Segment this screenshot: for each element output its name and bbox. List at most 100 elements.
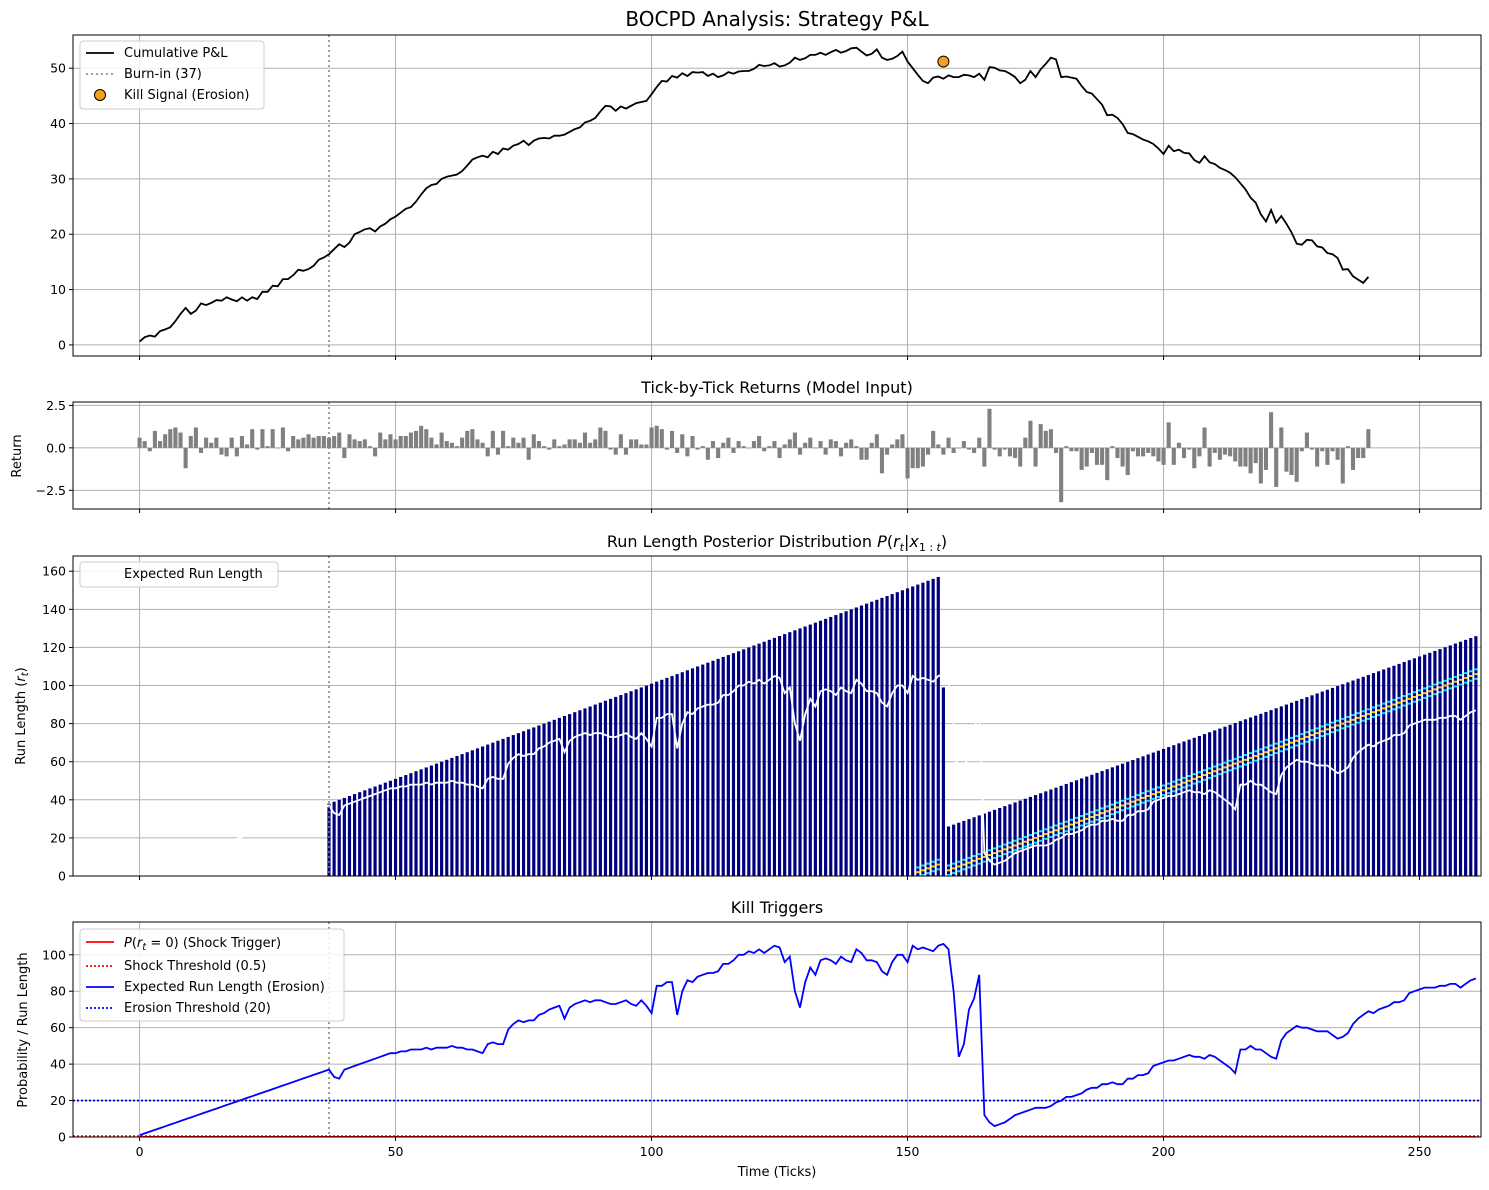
legend-shock-open: (	[132, 936, 137, 951]
posterior-column	[952, 824, 956, 876]
posterior-hot-cell	[1320, 730, 1324, 733]
posterior-hot-cell	[1105, 815, 1109, 817]
posterior-hot-cell	[957, 870, 961, 873]
return-bar	[669, 430, 675, 448]
posterior-column	[332, 801, 336, 876]
legend-shock-label: P(rt = 0) (Shock Trigger)	[124, 936, 281, 953]
posterior-hot-cell	[967, 856, 971, 859]
posterior-hot-cell	[1254, 750, 1258, 753]
return-bar	[634, 439, 639, 448]
posterior-column	[1392, 665, 1396, 876]
return-bar	[516, 442, 521, 448]
posterior-column	[1228, 724, 1232, 876]
posterior-hot-cell	[1402, 704, 1406, 707]
return-bar	[1059, 447, 1064, 503]
posterior-hot-cell	[1254, 759, 1258, 762]
posterior-column	[680, 672, 684, 876]
posterior-column	[1208, 732, 1212, 876]
posterior-hot-cell	[1464, 676, 1468, 679]
return-bar	[147, 447, 152, 452]
return-bar	[588, 442, 593, 448]
posterior-hot-cell	[1264, 751, 1268, 754]
posterior-hot-cell	[946, 874, 951, 876]
return-bar	[751, 441, 757, 448]
return-bar	[1105, 447, 1110, 481]
return-bar	[270, 429, 275, 448]
posterior-column	[1438, 649, 1442, 876]
runlength-title-math2: (	[887, 532, 893, 551]
posterior-hot-cell	[1095, 809, 1099, 812]
posterior-hot-cell	[1033, 841, 1038, 844]
posterior-hot-cell	[1167, 787, 1171, 790]
kill-xlabel: Time (Ticks)	[737, 1165, 817, 1180]
posterior-hot-cell	[1167, 782, 1171, 785]
posterior-hot-cell	[1080, 824, 1084, 827]
posterior-column	[440, 761, 444, 876]
posterior-column	[639, 687, 643, 876]
posterior-hot-cell	[1453, 680, 1457, 683]
posterior-hot-cell	[1259, 748, 1263, 751]
posterior-column	[834, 615, 838, 876]
posterior-column	[859, 605, 864, 876]
posterior-hot-cell	[1095, 818, 1099, 821]
return-bar	[501, 430, 506, 448]
runlength-title-math5: |	[904, 532, 909, 551]
posterior-hot-cell	[1110, 803, 1114, 806]
posterior-hot-cell	[1146, 799, 1150, 802]
posterior-hot-cell	[962, 863, 966, 866]
return-bar	[275, 447, 280, 449]
posterior-column	[1295, 700, 1299, 876]
posterior-hot-cell	[1023, 835, 1027, 838]
posterior-hot-cell	[1243, 754, 1248, 757]
return-bar	[654, 425, 659, 448]
return-bar	[470, 429, 475, 448]
return-bar	[209, 442, 214, 448]
posterior-hot-cell	[1172, 790, 1176, 793]
y-tick-label: 120	[42, 640, 66, 655]
posterior-column	[854, 607, 858, 876]
posterior-column	[824, 618, 828, 876]
posterior-hot-cell	[1008, 841, 1012, 844]
return-bar	[1207, 447, 1212, 467]
posterior-column	[491, 742, 495, 876]
posterior-column	[1443, 647, 1447, 876]
posterior-hot-cell	[1448, 677, 1452, 680]
posterior-column	[911, 586, 915, 876]
posterior-column	[506, 736, 510, 876]
posterior-hot-cell	[1136, 794, 1140, 797]
return-bar	[608, 447, 613, 450]
pnl-kill-signal-marker	[937, 55, 950, 68]
y-tick-label: 20	[50, 1093, 66, 1108]
return-bar	[403, 435, 408, 448]
return-bar	[378, 432, 383, 448]
posterior-hot-cell	[1474, 673, 1478, 676]
posterior-hot-cell	[1238, 755, 1242, 758]
posterior-column	[419, 769, 423, 876]
return-bar	[357, 441, 362, 448]
posterior-hot-cell	[916, 871, 920, 874]
posterior-hot-cell	[1110, 808, 1114, 811]
return-bar	[890, 444, 895, 448]
posterior-column	[690, 668, 695, 876]
posterior-column	[777, 636, 782, 876]
legend-kill-swatch	[94, 89, 106, 101]
return-bar	[1325, 447, 1330, 465]
posterior-hot-cell	[1336, 729, 1340, 732]
return-bar	[823, 447, 828, 455]
return-bar	[367, 446, 373, 448]
return-bar	[429, 437, 434, 448]
posterior-hot-cell	[1336, 719, 1340, 722]
posterior-hot-cell	[1003, 848, 1007, 851]
return-bar	[629, 439, 634, 448]
runlength-ylabel-r: r	[14, 675, 29, 682]
posterior-column	[409, 773, 413, 876]
posterior-hot-cell	[1039, 830, 1043, 833]
posterior-hot-cell	[1474, 668, 1478, 671]
return-bar	[639, 444, 644, 448]
posterior-column	[1249, 717, 1253, 876]
return-bar	[664, 447, 669, 450]
runlength-title-text: Run Length Posterior Distribution	[607, 532, 877, 551]
posterior-hot-cell	[1156, 786, 1161, 789]
posterior-hot-cell	[1126, 807, 1130, 810]
posterior-hot-cell	[993, 852, 997, 855]
